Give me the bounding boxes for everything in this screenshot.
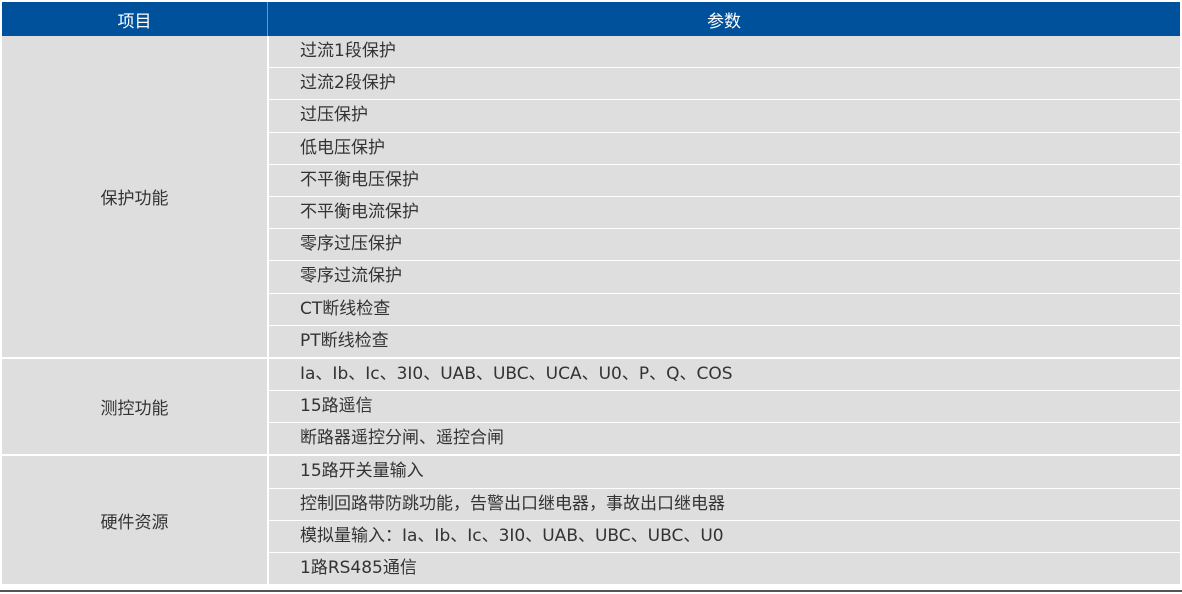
table-row: 不平衡电流保护 [269, 196, 1180, 230]
group-items: Ia、Ib、Ic、3I0、UAB、UBC、UCA、U0、P、Q、COS 15路遥信… [269, 358, 1180, 455]
table-group: 保护功能 过流1段保护 过流2段保护 过压保护 低电压保护 不平衡电压保护 不平衡电流保护零… [2, 36, 1180, 359]
group-items: 15路开关量输入 控制回路带防跳功能，告警出口继电器，事故出口继电器 模拟量输入：I… [269, 456, 1180, 585]
table-row: 15路遥信 [269, 391, 1180, 424]
group-items: 过流1段保护 过流2段保护 过压保护 低电压保护 不平衡电压保护 不平衡电流保护 零序过压保… [269, 36, 1180, 357]
header-parameters: 参数 [707, 11, 741, 32]
group-label: 保护功能 [2, 36, 269, 357]
header-item: 项目 [2, 2, 268, 36]
table-row: 1路RS485通信 [269, 553, 1180, 585]
table-row: 15路开关量输入 [269, 456, 1180, 489]
group-label: 硬件资源 [2, 456, 269, 585]
table-row: 控制回路带防跳功能，告警出口继电器，事故出口继电器 [269, 488, 1180, 521]
group-label: 测控功能 [2, 358, 269, 455]
table-row: 不平衡电压保护 [269, 164, 1180, 197]
table-row: 过流1段保护 [269, 36, 1180, 69]
table-row: 过流2段保护 [269, 68, 1180, 101]
table-row: PT断线检查 [269, 325, 1180, 357]
table-body: 保护功能 过流1段保护 过流2段保护 过压保护 低电压保护 不平衡电压保护 不平衡电流保护零… [2, 36, 1180, 587]
table-row: Ia、Ib、Ic、3I0、UAB、UBC、UCA、U0、P、Q、COS [269, 358, 1180, 392]
table-row: 零序过流保护 [269, 261, 1180, 294]
table-row: CT断线检查 [269, 293, 1180, 326]
table-row: 断路器遥控分闸、遥控合闸 [269, 423, 1180, 455]
table-group: 硬件资源 15路开关量输入 控制回路带防跳功能，告警出口继电器，事故出口继电器 模拟量… [2, 456, 1180, 587]
table-header: 项目 参数 [2, 2, 1180, 36]
table-row: 过压保护 [269, 100, 1180, 133]
table-row: 模拟量输入：Ia、Ib、Ic、3I0、UAB、UBC、UBC、U0 [269, 520, 1180, 553]
table-bottom-border [0, 590, 1182, 592]
table-row: 低电压保护 [269, 132, 1180, 165]
table-group: 测控功能 Ia、Ib、Ic、3I0、UAB、UBC、UCA、U0、P、Q、COS 1… [2, 358, 1180, 457]
table-row: 零序过压保护 [269, 229, 1180, 262]
